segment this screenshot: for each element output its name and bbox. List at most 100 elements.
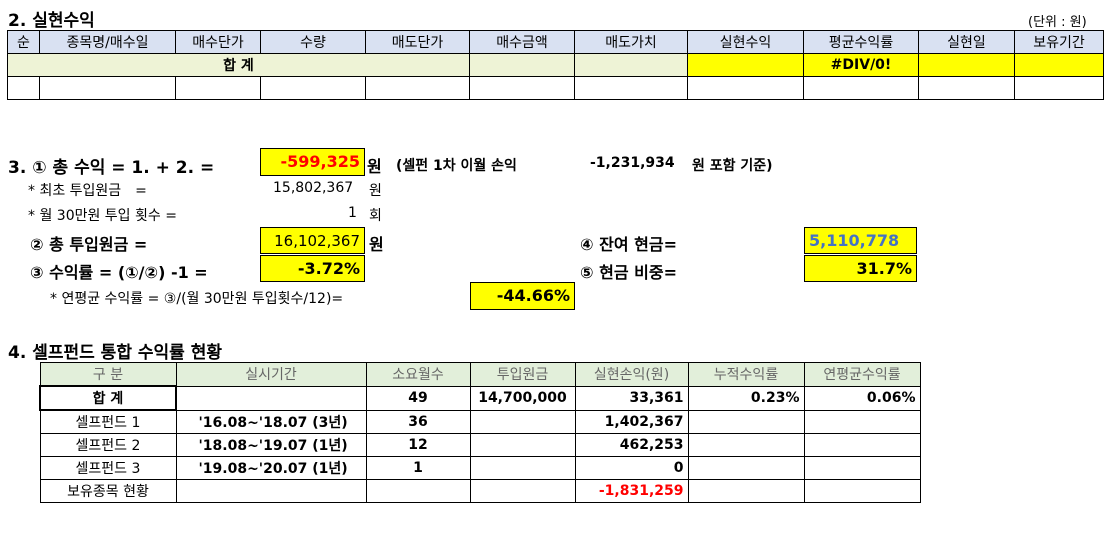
cell[interactable] <box>1014 76 1104 100</box>
principal-cell[interactable] <box>469 433 576 457</box>
table-row: 보유종목 현황 -1,831,259 <box>39 479 921 503</box>
total-investment-label: ② 총 투입원금 = <box>30 235 148 254</box>
col-header: 종목명/매수일 <box>39 30 176 54</box>
cell[interactable] <box>469 76 575 100</box>
monthly-count-unit: 회 <box>369 208 382 224</box>
total-cell[interactable] <box>574 53 688 77</box>
cell[interactable] <box>918 76 1015 100</box>
col-header: 매도단가 <box>365 30 470 54</box>
table-row: 셀프펀드 1 '16.08~'18.07 (3년) 36 1,402,367 <box>39 409 921 434</box>
carryover-note-prefix: (셀펀 1차 이월 손익 <box>396 158 517 174</box>
yield-label: ③ 수익률 = (①/②) -1 = <box>30 263 208 282</box>
cumulative-cell[interactable] <box>687 479 805 503</box>
table-row: 셀프펀드 3 '19.08~'20.07 (1년) 1 0 <box>39 456 921 480</box>
col-header: 실현손익(원) <box>574 362 689 387</box>
annual-cell[interactable]: 0.06% <box>803 385 921 411</box>
cell[interactable] <box>574 76 688 100</box>
table-row: 셀프펀드 2 '18.08~'19.07 (1년) 12 462,253 <box>39 433 921 457</box>
self-fund-summary-table: 구 분 실시기간 소요월수 투입원금 실현손익(원) 누적수익률 연평균수익률 … <box>39 362 921 503</box>
principal-cell[interactable] <box>469 479 576 503</box>
months-cell[interactable] <box>365 479 471 503</box>
cash-ratio-value[interactable]: 31.7% <box>804 255 917 282</box>
col-header: 실현수익 <box>687 30 804 54</box>
principal-cell[interactable] <box>469 456 576 480</box>
table-header-row: 구 분 실시기간 소요월수 투입원금 실현손익(원) 누적수익률 연평균수익률 <box>39 362 921 387</box>
pnl-cell[interactable]: -1,831,259 <box>574 479 689 503</box>
pnl-cell[interactable]: 462,253 <box>574 433 689 457</box>
annual-cell[interactable] <box>803 409 921 434</box>
total-investment-unit: 원 <box>369 235 384 254</box>
row-label[interactable]: 셀프펀드 3 <box>39 456 177 480</box>
col-header: 보유기간 <box>1014 30 1104 54</box>
col-header: 연평균수익률 <box>803 362 921 387</box>
col-header: 실현일 <box>918 30 1015 54</box>
col-header: 매수금액 <box>469 30 575 54</box>
total-profit-value[interactable]: -599,325 <box>260 148 365 176</box>
col-header: 순 <box>7 30 40 54</box>
table-header-row: 순 종목명/매수일 매수단가 수량 매도단가 매수금액 매도가치 실현수익 평균… <box>7 30 1104 54</box>
total-cell[interactable] <box>1014 53 1104 77</box>
months-cell[interactable]: 49 <box>365 385 471 411</box>
period-cell[interactable]: '16.08~'18.07 (3년) <box>175 409 367 434</box>
total-row: 합 계 #DIV/0! <box>7 53 1104 77</box>
won-unit: 원 <box>367 157 382 176</box>
yield-value[interactable]: -3.72% <box>260 255 365 282</box>
unit-label: (단위 : 원) <box>1028 15 1087 30</box>
monthly-count-value: 1 <box>348 205 357 221</box>
row-label[interactable]: 보유종목 현황 <box>39 479 177 503</box>
cumulative-cell[interactable] <box>687 456 805 480</box>
cell[interactable] <box>260 76 366 100</box>
pnl-cell[interactable]: 1,402,367 <box>574 409 689 434</box>
annual-yield-value[interactable]: -44.66% <box>470 282 575 310</box>
remaining-cash-value[interactable]: 5,110,778 <box>804 227 917 254</box>
total-label[interactable]: 합 계 <box>7 53 470 77</box>
cell[interactable] <box>365 76 470 100</box>
remaining-cash-label: ④ 잔여 현금= <box>580 235 677 254</box>
period-cell[interactable] <box>175 385 367 411</box>
pnl-cell[interactable]: 33,361 <box>574 385 689 411</box>
months-cell[interactable]: 12 <box>365 433 471 457</box>
total-cell[interactable] <box>918 53 1015 77</box>
total-realized[interactable] <box>687 53 804 77</box>
months-cell[interactable]: 1 <box>365 456 471 480</box>
period-cell[interactable]: '18.08~'19.07 (1년) <box>175 433 367 457</box>
cell[interactable] <box>7 76 40 100</box>
cumulative-cell[interactable] <box>687 409 805 434</box>
principal-cell[interactable]: 14,700,000 <box>469 385 576 411</box>
initial-capital-unit: 원 <box>369 183 382 199</box>
cell[interactable] <box>175 76 261 100</box>
col-header: 누적수익률 <box>687 362 805 387</box>
section3-title: 3. ① 총 수익 = 1. + 2. = <box>8 158 215 178</box>
col-header: 수량 <box>260 30 366 54</box>
cumulative-cell[interactable] <box>687 433 805 457</box>
table-row: 합 계 49 14,700,000 33,361 0.23% 0.06% <box>39 385 921 411</box>
col-header: 매도가치 <box>574 30 688 54</box>
total-cell[interactable] <box>469 53 575 77</box>
period-cell[interactable]: '19.08~'20.07 (1년) <box>175 456 367 480</box>
row-label[interactable]: 합 계 <box>39 385 177 411</box>
section4-title: 4. 셀프펀드 통합 수익률 현황 <box>8 343 223 363</box>
annual-yield-label: * 연평균 수익률 = ③/(월 30만원 투입횟수/12)= <box>50 291 344 307</box>
col-header: 투입원금 <box>469 362 576 387</box>
cumulative-cell[interactable]: 0.23% <box>687 385 805 411</box>
annual-cell[interactable] <box>803 433 921 457</box>
table-row <box>7 76 1104 100</box>
carryover-note-value: -1,231,934 <box>590 155 675 171</box>
cell[interactable] <box>687 76 804 100</box>
total-investment-value[interactable]: 16,102,367 <box>260 227 365 254</box>
monthly-count-label: * 월 30만원 투입 횟수 = <box>28 208 177 224</box>
section2-title: 2. 실현수익 <box>8 11 95 31</box>
annual-cell[interactable] <box>803 456 921 480</box>
row-label[interactable]: 셀프펀드 1 <box>39 409 177 434</box>
initial-capital-label: * 최초 투입원금 = <box>28 183 147 199</box>
months-cell[interactable]: 36 <box>365 409 471 434</box>
cell[interactable] <box>803 76 919 100</box>
period-cell[interactable] <box>175 479 367 503</box>
row-label[interactable]: 셀프펀드 2 <box>39 433 177 457</box>
col-header: 평균수익률 <box>803 30 919 54</box>
cell[interactable] <box>39 76 176 100</box>
annual-cell[interactable] <box>803 479 921 503</box>
total-average[interactable]: #DIV/0! <box>803 53 919 77</box>
pnl-cell[interactable]: 0 <box>574 456 689 480</box>
principal-cell[interactable] <box>469 409 576 434</box>
